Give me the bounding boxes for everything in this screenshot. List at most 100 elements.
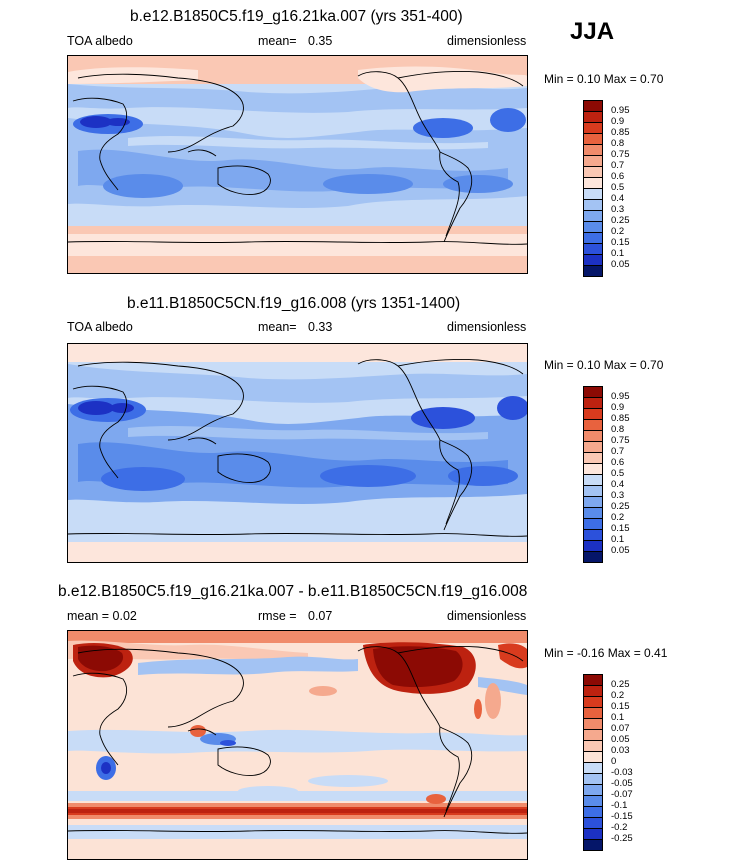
colorbar-swatch (583, 685, 603, 696)
colorbar-tick-label: 0.25 (611, 501, 630, 512)
colorbar-swatch (583, 133, 603, 144)
colorbar-tick-label: 0.9 (611, 116, 625, 127)
colorbar-swatch (583, 430, 603, 441)
colorbar-swatch (583, 817, 603, 828)
colorbar-tick-label: -0.2 (611, 822, 628, 833)
colorbar-swatch (583, 232, 603, 243)
panel3-map (67, 630, 528, 860)
colorbar-swatch (583, 518, 603, 529)
colorbar-tick-label: 0.1 (611, 248, 625, 259)
colorbar-swatch (583, 751, 603, 762)
colorbar-swatch (583, 100, 603, 111)
colorbar-swatch (583, 529, 603, 540)
colorbar-swatch (583, 674, 603, 685)
colorbar-tick-label: 0.25 (611, 679, 630, 690)
colorbar-tick-label: 0.25 (611, 215, 630, 226)
colorbar-tick-label: 0.2 (611, 690, 625, 701)
panel1-map-field (68, 56, 527, 273)
colorbar-swatch (583, 784, 603, 795)
panel3-min-max: Min = -0.16 Max = 0.41 (544, 646, 668, 660)
colorbar-tick-label: -0.25 (611, 833, 633, 844)
panel2-units: dimensionless (447, 320, 527, 334)
colorbar-swatch (583, 795, 603, 806)
colorbar-tick-label: 0.15 (611, 237, 630, 248)
panel3-rmse-label: rmse = (258, 609, 297, 623)
colorbar-tick-label: 0.7 (611, 160, 625, 171)
colorbar-tick-label: -0.03 (611, 767, 633, 778)
colorbar-tick-label: 0.75 (611, 149, 630, 160)
colorbar-swatch (583, 111, 603, 122)
colorbar-swatch (583, 408, 603, 419)
colorbar-tick-label: 0.15 (611, 523, 630, 534)
colorbar-tick-label: 0.85 (611, 413, 630, 424)
colorbar-tick-label: 0.1 (611, 534, 625, 545)
colorbar-tick-label: -0.1 (611, 800, 628, 811)
colorbar-swatch (583, 485, 603, 496)
colorbar-swatch (583, 144, 603, 155)
panel2-variable-label: TOA albedo (67, 320, 133, 334)
colorbar-swatch (583, 122, 603, 133)
panel1-title: b.e12.B1850C5.f19_g16.21ka.007 (yrs 351-… (130, 8, 463, 25)
colorbar-tick-label: 0.4 (611, 479, 625, 490)
panel3-map-field (68, 631, 527, 859)
colorbar-swatch (583, 177, 603, 188)
colorbar-swatch (583, 243, 603, 254)
colorbar-swatch (583, 828, 603, 839)
colorbar-tick-label: 0.15 (611, 701, 630, 712)
colorbar-tick-label: 0.9 (611, 402, 625, 413)
panel3-units: dimensionless (447, 609, 527, 623)
colorbar-tick-label: 0 (611, 756, 617, 767)
panel3-colorbar: 0.25 0.2 0.15 0.1 0.07 0.05 0.03 0 -0.03 -0.05 -0.… (583, 674, 633, 851)
colorbar-swatch (583, 806, 603, 817)
colorbar-swatch (583, 551, 603, 563)
panel3-mean-label: mean = 0.02 (67, 609, 137, 623)
colorbar-swatch (583, 507, 603, 518)
colorbar-swatch (583, 762, 603, 773)
colorbar-swatch (583, 397, 603, 408)
colorbar-swatch (583, 419, 603, 430)
colorbar-tick-label: 0.6 (611, 457, 625, 468)
colorbar-tick-label: 0.07 (611, 723, 630, 734)
colorbar-tick-label: 0.75 (611, 435, 630, 446)
panel2-map (67, 343, 528, 563)
colorbar-tick-label: 0.7 (611, 446, 625, 457)
colorbar-tick-label: 0.8 (611, 424, 625, 435)
colorbar-swatch (583, 839, 603, 851)
colorbar-tick-label: 0.2 (611, 226, 625, 237)
colorbar-tick-label: 0.8 (611, 138, 625, 149)
colorbar-swatch (583, 707, 603, 718)
colorbar-swatch (583, 221, 603, 232)
colorbar-swatch (583, 718, 603, 729)
panel1-units: dimensionless (447, 34, 527, 48)
colorbar-swatch (583, 474, 603, 485)
colorbar-tick-label: 0.05 (611, 734, 630, 745)
colorbar-tick-label: 0.03 (611, 745, 630, 756)
panel3-title: b.e12.B1850C5.f19_g16.21ka.007 - b.e11.B… (58, 583, 528, 600)
colorbar-swatch (583, 773, 603, 784)
panel2-mean-value: 0.33 (308, 320, 333, 334)
colorbar-swatch (583, 188, 603, 199)
colorbar-swatch (583, 166, 603, 177)
colorbar-swatch (583, 696, 603, 707)
colorbar-swatch (583, 441, 603, 452)
panel2-mean-label: mean= (258, 320, 297, 334)
colorbar-tick-label: 0.3 (611, 204, 625, 215)
colorbar-tick-label: 0.5 (611, 182, 625, 193)
colorbar-tick-label: 0.05 (611, 545, 630, 556)
panel2-title: b.e11.B1850C5CN.f19_g16.008 (yrs 1351-14… (127, 295, 461, 312)
panel2-min-max: Min = 0.10 Max = 0.70 (544, 358, 664, 372)
colorbar-swatch (583, 496, 603, 507)
colorbar-tick-label: 0.95 (611, 105, 630, 116)
colorbar-tick-label: 0.1 (611, 712, 625, 723)
panel3-rmse-value: 0.07 (308, 609, 333, 623)
colorbar-swatch (583, 740, 603, 751)
colorbar-tick-label: -0.05 (611, 778, 633, 789)
colorbar-tick-label: -0.07 (611, 789, 633, 800)
colorbar-swatch (583, 254, 603, 265)
panel1-map (67, 55, 528, 274)
colorbar-swatch (583, 265, 603, 277)
colorbar-tick-label: -0.15 (611, 811, 633, 822)
colorbar-swatch (583, 540, 603, 551)
panel2-colorbar: 0.95 0.9 0.85 0.8 0.75 0.7 0.6 0.5 0.4 0.3 0.25 0.2… (583, 386, 630, 563)
colorbar-tick-label: 0.4 (611, 193, 625, 204)
